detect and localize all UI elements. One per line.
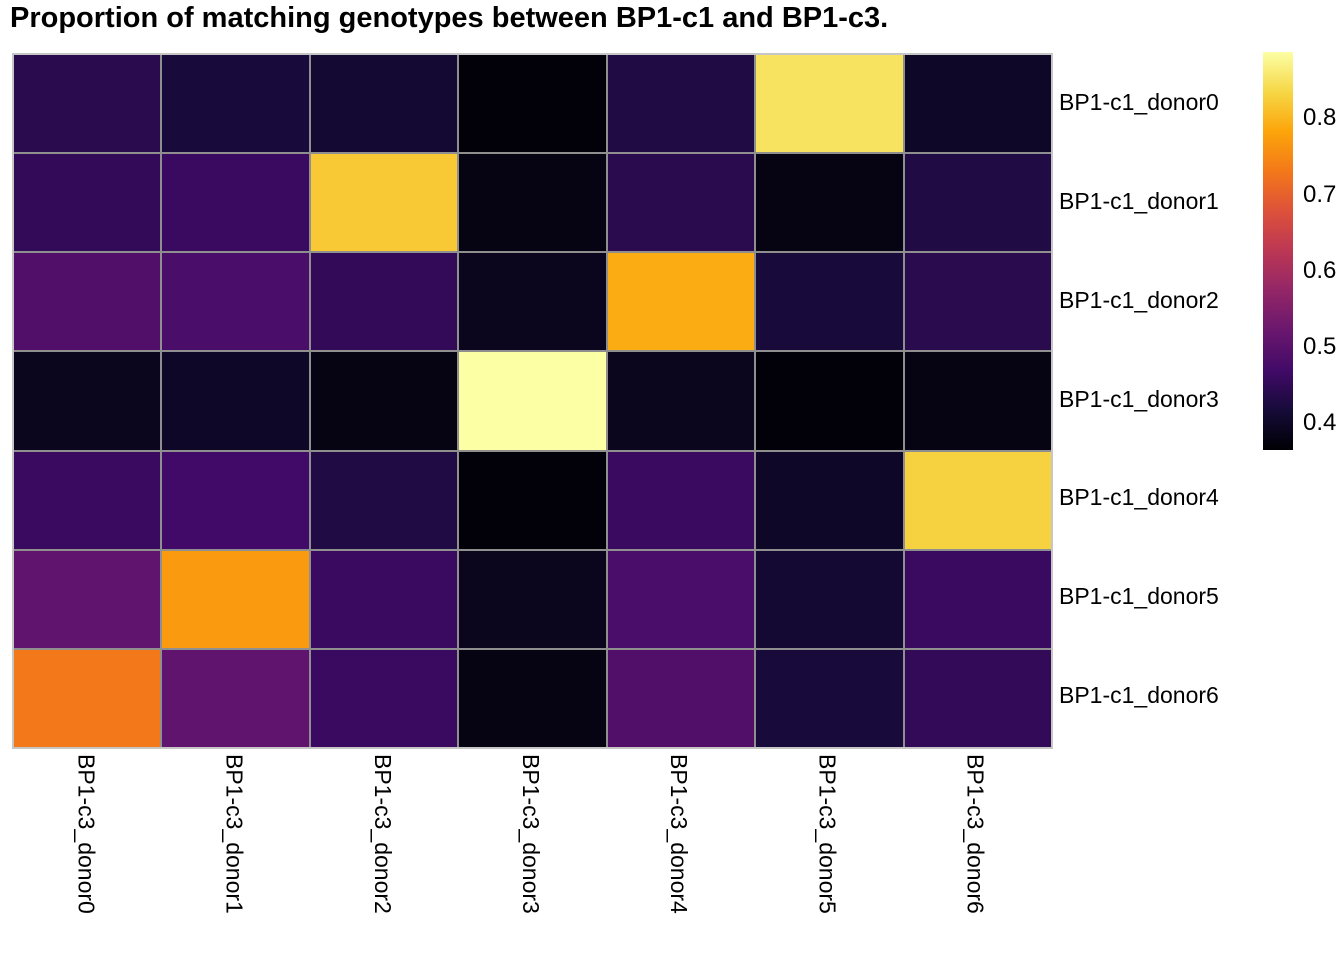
y-axis-label: BP1-c1_donor0 (1059, 88, 1219, 115)
heatmap-cell (756, 154, 903, 252)
y-axis-labels: BP1-c1_donor0 BP1-c1_donor1 BP1-c1_donor2 B… (1059, 53, 1259, 745)
colorbar-tick-label: 0.4 (1303, 409, 1337, 437)
y-axis-label: BP1-c1_donor3 (1059, 385, 1219, 412)
heatmap-grid (12, 53, 1053, 749)
x-axis-label-text: BP1-c3_donor1 (221, 754, 248, 914)
x-axis-label: BP1-c3_donor6 (901, 754, 1049, 954)
colorbar-tick-label: 0.8 (1303, 104, 1337, 132)
x-axis-label: BP1-c3_donor3 (456, 754, 604, 954)
x-axis-label-text: BP1-c3_donor3 (517, 754, 544, 914)
heatmap-cell (14, 550, 161, 648)
heatmap-cell (310, 352, 458, 450)
heatmap-cell (14, 352, 161, 450)
heatmap-cell (607, 352, 755, 450)
x-axis-labels: BP1-c3_donor0 BP1-c3_donor1 BP1-c3_donor2 B… (12, 754, 1049, 954)
heatmap-cell (459, 253, 606, 351)
heatmap-cell (310, 253, 458, 351)
x-axis-label-text: BP1-c3_donor0 (73, 754, 100, 914)
heatmap-cell (607, 55, 755, 153)
y-axis-label: BP1-c1_donor5 (1059, 583, 1219, 610)
heatmap-cell (162, 451, 309, 549)
heatmap-cell (607, 550, 755, 648)
heatmap-cell (756, 451, 903, 549)
heatmap-cell (459, 649, 606, 747)
x-axis-label-text: BP1-c3_donor4 (666, 754, 693, 914)
colorbar-tick-label: 0.6 (1303, 256, 1337, 284)
heatmap-cell (904, 253, 1051, 351)
heatmap-cell (756, 649, 903, 747)
heatmap-cell (756, 352, 903, 450)
heatmap-cell (162, 55, 309, 153)
heatmap-cell (310, 55, 458, 153)
colorbar-tick-label: 0.7 (1303, 180, 1337, 208)
heatmap-cell (459, 451, 606, 549)
chart-title: Proportion of matching genotypes between… (10, 2, 889, 34)
heatmap-cell (756, 550, 903, 648)
heatmap-cell (310, 451, 458, 549)
x-axis-label-text: BP1-c3_donor2 (369, 754, 396, 914)
heatmap-cell (14, 253, 161, 351)
y-axis-label: BP1-c1_donor1 (1059, 187, 1219, 214)
heatmap-cell (162, 649, 309, 747)
colorbar: 0.8 0.7 0.6 0.5 0.4 (1263, 52, 1336, 450)
heatmap-cell (162, 352, 309, 450)
heatmap-cell (756, 55, 903, 153)
x-axis-label: BP1-c3_donor2 (308, 754, 456, 954)
y-axis-label: BP1-c1_donor6 (1059, 682, 1219, 709)
heatmap-cell (459, 55, 606, 153)
heatmap-cell (459, 154, 606, 252)
y-axis-label: BP1-c1_donor4 (1059, 484, 1219, 511)
heatmap-cell (756, 253, 903, 351)
x-axis-label-text: BP1-c3_donor5 (814, 754, 841, 914)
heatmap-cell (607, 649, 755, 747)
heatmap-cell (904, 550, 1051, 648)
heatmap-cell (14, 649, 161, 747)
heatmap-cell (162, 550, 309, 648)
heatmap-cell (607, 451, 755, 549)
x-axis-label: BP1-c3_donor4 (605, 754, 753, 954)
y-axis-label: BP1-c1_donor2 (1059, 286, 1219, 313)
heatmap-cell (14, 451, 161, 549)
colorbar-gradient (1263, 52, 1293, 450)
heatmap-cell (904, 352, 1051, 450)
heatmap-cell (904, 451, 1051, 549)
heatmap-cell (14, 154, 161, 252)
heatmap-cell (162, 154, 309, 252)
heatmap-cell (310, 154, 458, 252)
heatmap-cell (607, 253, 755, 351)
x-axis-label-text: BP1-c3_donor6 (962, 754, 989, 914)
heatmap-cell (904, 649, 1051, 747)
colorbar-tick-label: 0.5 (1303, 333, 1337, 361)
heatmap-cell (459, 352, 606, 450)
x-axis-label: BP1-c3_donor5 (753, 754, 901, 954)
heatmap-cell (904, 154, 1051, 252)
x-axis-label: BP1-c3_donor0 (12, 754, 160, 954)
heatmap-cell (14, 55, 161, 153)
heatmap-cell (904, 55, 1051, 153)
heatmap-cell (310, 649, 458, 747)
heatmap-cell (162, 253, 309, 351)
heatmap-cell (459, 550, 606, 648)
heatmap-cell (607, 154, 755, 252)
heatmap-cell (310, 550, 458, 648)
x-axis-label: BP1-c3_donor1 (160, 754, 308, 954)
